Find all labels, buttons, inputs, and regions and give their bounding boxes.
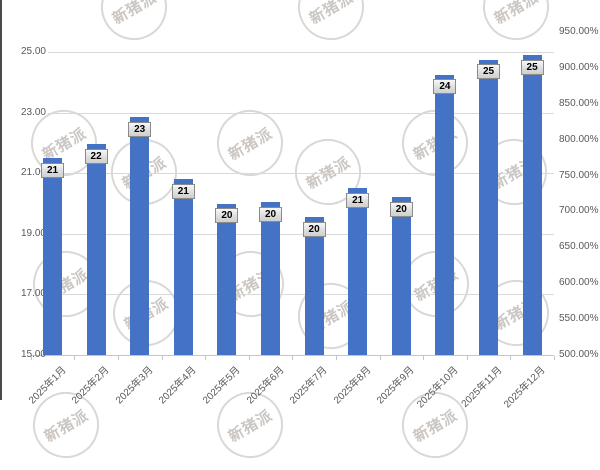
- x-axis-tick: [466, 356, 468, 360]
- bar: [348, 188, 368, 355]
- x-axis-tick: [248, 356, 250, 360]
- bar: [304, 217, 324, 355]
- bar-value-label: 20: [259, 206, 282, 222]
- bar-value-label: 20: [389, 201, 413, 217]
- bar: [479, 59, 498, 355]
- bar: [391, 197, 411, 355]
- x-axis-label: 2025年12月: [502, 364, 548, 411]
- y-axis-label-right: 850.00%: [559, 97, 599, 109]
- y-axis-label-left: 17.00: [20, 288, 46, 300]
- bar-value-label: 21: [171, 183, 195, 199]
- bar: [43, 158, 62, 355]
- x-axis-label: 2025年11月: [459, 364, 505, 410]
- x-axis-tick: [30, 356, 32, 360]
- y-axis-label-right: 600.00%: [559, 277, 599, 289]
- x-axis-tick: [161, 356, 163, 360]
- watermark-text: 新猪派: [225, 406, 276, 446]
- x-axis-tick: [379, 356, 381, 360]
- x-axis-tick: [423, 356, 425, 360]
- x-axis-tick: [205, 356, 207, 360]
- y-axis-label-right: 750.00%: [559, 169, 599, 181]
- x-axis-line: [30, 355, 554, 356]
- bar-value-label: 25: [477, 64, 500, 80]
- x-axis-tick: [292, 356, 294, 360]
- gridline: [48, 233, 554, 235]
- bar-value-label: 21: [41, 162, 64, 178]
- watermark-text: 新猪派: [41, 406, 92, 446]
- bar-value-label: 23: [128, 121, 152, 137]
- bar: [173, 179, 193, 355]
- x-axis-tick: [335, 356, 337, 360]
- gridline: [48, 112, 554, 114]
- bar: [261, 202, 280, 355]
- x-axis-tick: [117, 356, 119, 360]
- y-axis-label-right: 650.00%: [559, 241, 599, 253]
- y-axis-label-right: 550.00%: [559, 313, 599, 325]
- bar: [435, 74, 455, 355]
- y-axis-label-left: 23.00: [20, 106, 46, 118]
- y-axis-label-left: 21.00: [20, 167, 46, 179]
- bar-value-label: 22: [84, 148, 108, 164]
- watermark-text: 新猪派: [410, 406, 461, 446]
- y-axis-label-right: 800.00%: [559, 133, 599, 145]
- bar-value-label: 21: [346, 192, 370, 208]
- window-edge-line: [0, 0, 2, 400]
- bar-value-label: 24: [433, 79, 457, 95]
- bar-value-label: 20: [302, 221, 326, 237]
- y-axis-label-left: 25.00: [20, 46, 46, 57]
- y-axis-label-right: 900.00%: [559, 61, 599, 73]
- x-axis-tick: [74, 356, 76, 360]
- y-axis-label-left: 15.00: [20, 349, 46, 360]
- x-axis-tick: [510, 356, 512, 360]
- bar: [522, 55, 542, 355]
- bar-chart-plot-area: 15.00 17.00 19.00 21.00 23.00 25.00 500.00% 550…: [20, 25, 599, 410]
- y-axis-label-right: 700.00%: [559, 205, 599, 217]
- y-axis-label-right: 950.00%: [559, 25, 599, 37]
- gridline: [48, 294, 554, 296]
- bar-value-label: 20: [215, 208, 239, 223]
- bar: [130, 117, 150, 355]
- x-axis-tick: [553, 356, 555, 360]
- bar: [217, 203, 237, 355]
- bar-value-label: 25: [520, 59, 544, 75]
- gridline: [48, 52, 554, 53]
- gridline: [48, 173, 554, 175]
- y-axis-label-right: 500.00%: [559, 349, 599, 360]
- y-axis-label-left: 19.00: [20, 227, 46, 239]
- bar: [86, 144, 106, 355]
